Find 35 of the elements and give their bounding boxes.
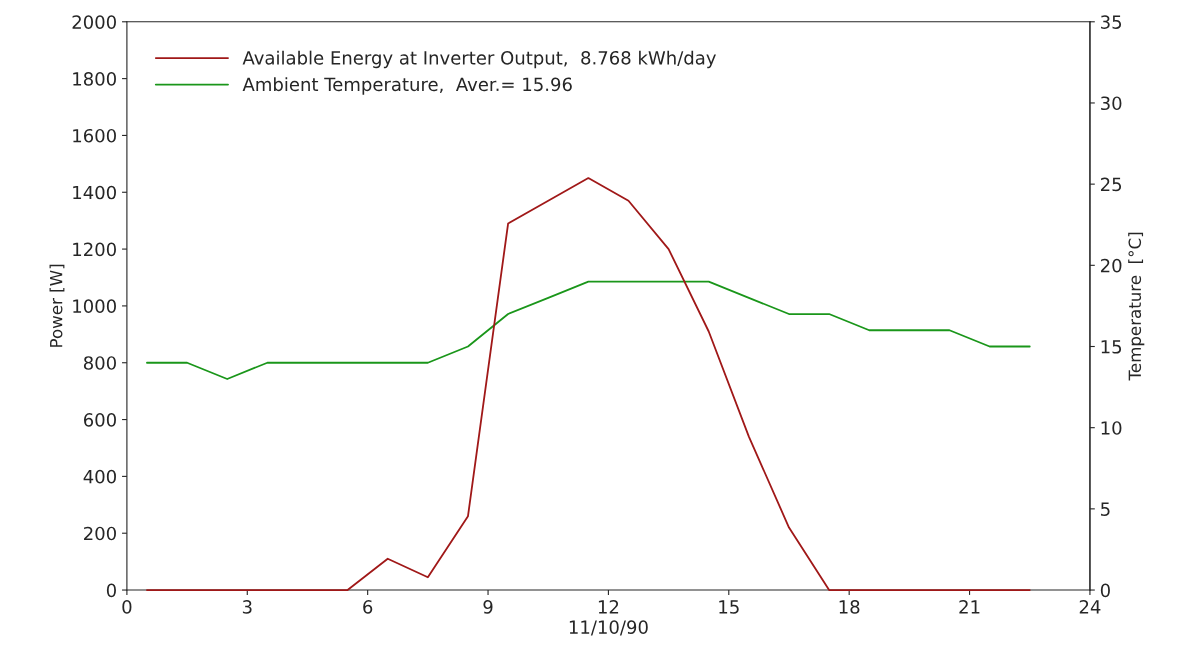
y-tick-label: 1200 xyxy=(73,242,116,257)
y-axis-title: Power [W] xyxy=(49,264,65,347)
x-tick-label: 12 xyxy=(598,600,619,614)
x-axis-title: 11/10/90 xyxy=(569,620,648,636)
x-tick-label: 3 xyxy=(242,600,252,614)
y2-tick-label: 25 xyxy=(1100,177,1122,192)
y-tick-label: 200 xyxy=(84,526,116,541)
y2-tick-label: 15 xyxy=(1101,340,1122,354)
y2-tick-label: 10 xyxy=(1101,421,1122,435)
y2-tick-label: 20 xyxy=(1100,258,1122,273)
line-series xyxy=(146,177,1031,591)
x-tick-label: 0 xyxy=(122,600,132,614)
x-tick-label: 6 xyxy=(363,600,373,614)
x-tick-label: 24 xyxy=(1079,600,1101,614)
y-tick-label: 1600 xyxy=(73,128,116,143)
y2-axis-title: Temperature [°C] xyxy=(1128,232,1145,381)
y-tick-label: 400 xyxy=(83,469,116,484)
legend-label: Available Energy at Inverter Output, 8.768 kWh/day xyxy=(242,50,716,69)
y-tick-label: 800 xyxy=(83,356,116,370)
y2-tick-label: 30 xyxy=(1101,96,1122,111)
y2-tick-label: 0 xyxy=(1100,583,1110,598)
x-tick-label: 18 xyxy=(839,600,860,614)
y-tick-label: 1400 xyxy=(73,185,116,200)
line-series xyxy=(146,280,1031,380)
x-tick-label: 9 xyxy=(483,600,493,614)
y2-tick-label: 5 xyxy=(1101,502,1110,516)
y2-tick-label: 35 xyxy=(1101,15,1122,29)
y-tick-label: 1800 xyxy=(73,72,116,86)
y-tick-label: 2000 xyxy=(72,15,116,29)
y-tick-label: 0 xyxy=(106,583,116,598)
legend-label: Ambient Temperature, Aver.= 15.96 xyxy=(242,77,572,95)
y-tick-label: 600 xyxy=(83,413,116,427)
y-tick-label: 1000 xyxy=(73,299,116,314)
x-tick-label: 15 xyxy=(719,600,739,614)
x-tick-label: 21 xyxy=(959,600,980,614)
